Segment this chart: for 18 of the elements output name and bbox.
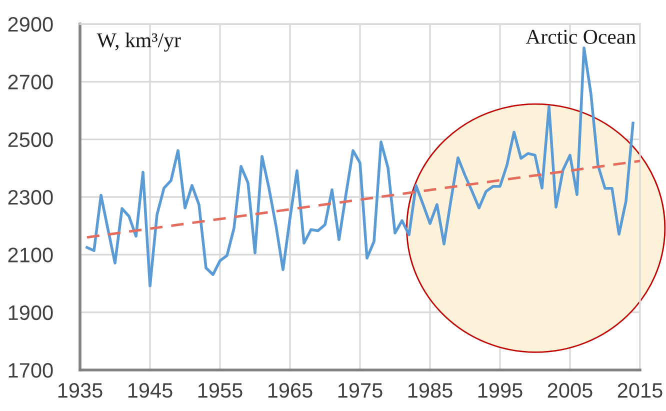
x-tick-label: 2005 <box>548 383 592 398</box>
x-tick-label: 2015 <box>618 383 662 398</box>
x-tick-label: 1975 <box>338 383 382 398</box>
x-tick-label: 1945 <box>128 383 172 398</box>
x-tick-label: 1985 <box>408 383 452 398</box>
y-tick-label: 1700 <box>8 363 53 378</box>
y-tick-label: 2900 <box>8 17 53 32</box>
y-tick-label: 2700 <box>8 74 53 90</box>
y-axis-title: W, km³/yr <box>96 32 181 52</box>
y-tick-label: 2300 <box>8 190 53 205</box>
x-tick-label: 1955 <box>198 383 242 398</box>
y-tick-label: 1900 <box>8 305 53 320</box>
x-tick-label: 1965 <box>268 383 312 398</box>
y-tick-label: 2100 <box>8 248 53 262</box>
chart-title: Arctic Ocean <box>526 30 636 44</box>
x-tick-label: 1935 <box>58 383 102 398</box>
y-tick-label: 2500 <box>8 132 53 148</box>
x-tick-label: 1995 <box>478 383 522 398</box>
